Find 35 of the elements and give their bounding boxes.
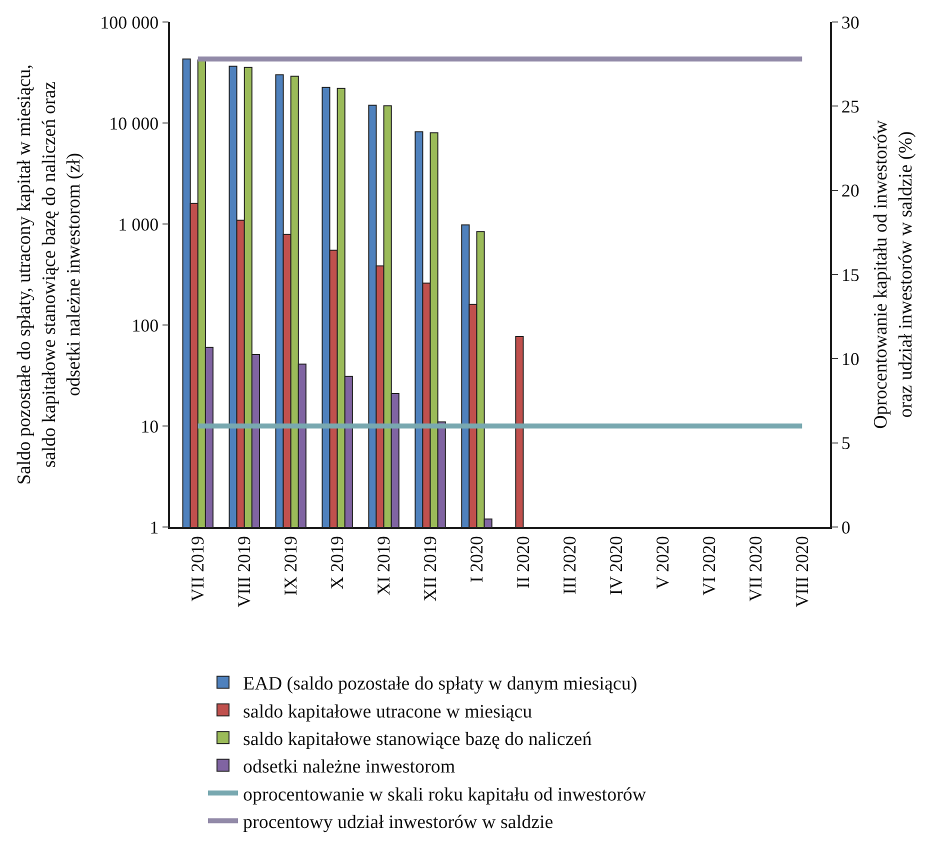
x-tick-label: XI 2019 (374, 536, 394, 596)
y-tick-label: 100 (132, 315, 159, 336)
x-tick-label: VI 2020 (699, 536, 719, 596)
x-tick-label: I 2020 (466, 536, 487, 582)
x-tick-label: II 2020 (513, 536, 534, 588)
legend-label: oprocentowanie w skali roku kapitału od inwestorów (243, 784, 646, 806)
y-tick-label: 10 000 (109, 113, 159, 134)
y-tick-label: 1 000 (118, 214, 159, 234)
x-tick-label: VIII 2020 (792, 536, 812, 608)
x-tick-label: VII 2019 (188, 536, 208, 602)
y2-tick-label: 30 (841, 12, 860, 32)
y2-axis-title: Oprocentowanie kapitału od inwestorów oraz udział inwestorów w saldzie (%) (870, 120, 916, 429)
x-tick-label: III 2020 (560, 536, 580, 594)
y-tick-label: 100 000 (100, 12, 159, 32)
legend-label: procentowy udział inwestorów w saldzie (243, 812, 554, 834)
legend-label: odsetki należne inwestorom (243, 756, 456, 778)
x-tick-label: VIII 2019 (234, 536, 254, 608)
y2-tick-label: 10 (841, 348, 860, 369)
y-tick-label: 10 (140, 416, 159, 436)
x-tick-label: XII 2019 (420, 536, 440, 602)
legend-label: saldo kapitałowe utracone w miesiącu (243, 701, 533, 722)
y2-tick-label: 0 (841, 517, 850, 538)
y2-tick-label: 20 (841, 180, 860, 201)
x-tick-label: X 2019 (327, 536, 348, 590)
y-tick-label: 1 (150, 517, 159, 538)
x-tick-label: IX 2019 (280, 536, 301, 596)
x-tick-label: V 2020 (652, 536, 673, 590)
legend-label: EAD (saldo pozostałe do spłaty w danym miesiącu) (243, 674, 638, 695)
legend-label: saldo kapitałowe stanowiące bazę do naliczeń (243, 729, 592, 750)
y2-tick-label: 5 (841, 433, 850, 454)
x-tick-label: IV 2020 (606, 536, 626, 596)
y-axis-title: Saldo pozostałe do spłaty, utracony kapitał w miesiącu, saldo kapitałowe stanowiące bazę do naliczeń oraz odsetki należne inwestorom (zł) (14, 64, 84, 485)
y2-tick-label: 15 (841, 264, 860, 285)
x-tick-label: VII 2020 (745, 536, 766, 602)
y2-tick-label: 25 (841, 96, 860, 116)
